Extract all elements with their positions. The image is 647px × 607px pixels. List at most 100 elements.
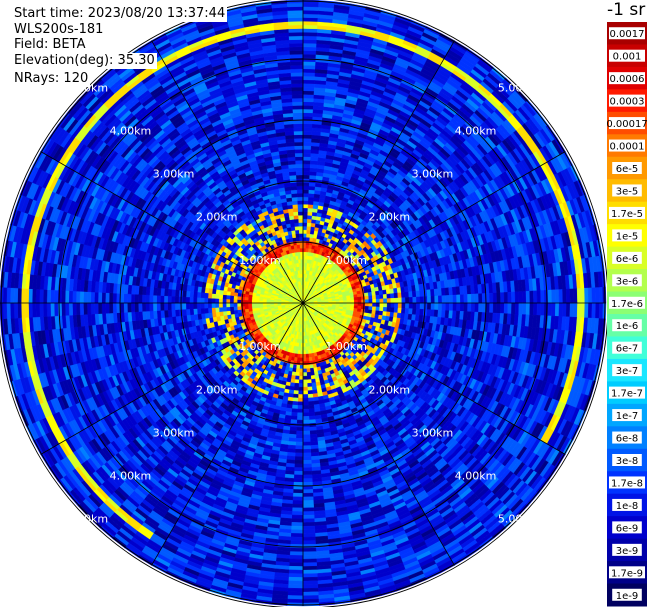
range-gate-cell	[302, 372, 308, 377]
range-gate-cell	[306, 375, 312, 380]
range-gate-cell	[525, 302, 531, 316]
backscatter-cells	[0, 0, 607, 607]
range-gate-cell	[302, 350, 306, 355]
range-gate-cell	[302, 9, 319, 15]
range-gate-cell	[364, 299, 370, 304]
range-gate-cell	[302, 189, 310, 194]
range-gate-cell	[302, 105, 314, 110]
range-gate-cell	[584, 302, 589, 319]
range-gate-cell	[302, 390, 308, 395]
range-gate-cell	[302, 72, 316, 77]
range-gate-cell	[302, 445, 311, 450]
range-gate-cell	[302, 361, 307, 366]
range-gate-cell	[302, 438, 311, 443]
range-gate-cell	[309, 364, 314, 369]
range-gate-cell	[302, 492, 314, 498]
range-gate-cell	[302, 13, 319, 19]
range-gate-cell	[307, 401, 314, 406]
range-gate-cell	[302, 236, 307, 242]
range-gate-cell	[342, 298, 348, 302]
range-gate-cell	[302, 551, 317, 556]
range-gate-cell	[496, 292, 501, 304]
range-gate-cell	[419, 290, 424, 298]
range-gate-cell	[372, 302, 377, 308]
range-gate-cell	[533, 302, 538, 316]
range-gate-cell	[430, 295, 435, 304]
range-gate-cell	[302, 507, 315, 512]
range-gate-cell	[302, 540, 316, 545]
range-gate-cell	[595, 302, 600, 319]
range-gate-cell	[307, 397, 314, 402]
range-gate-cell	[595, 287, 600, 304]
range-gate-cell	[307, 200, 314, 205]
range-gate-cell	[569, 288, 575, 304]
range-gate-cell	[302, 123, 313, 128]
range-gate-cell	[353, 299, 359, 304]
range-gate-cell	[350, 302, 355, 306]
range-gate-cell	[518, 291, 523, 304]
range-gate-cell	[302, 20, 318, 26]
range-gate-cell	[302, 500, 314, 505]
range-gate-cell	[554, 289, 560, 304]
range-gate-cell	[304, 342, 308, 348]
range-gate-cell	[375, 302, 381, 308]
range-gate-cell	[302, 448, 312, 454]
range-gate-cell	[379, 306, 384, 312]
range-gate-cell	[467, 293, 472, 304]
range-gate-cell	[302, 42, 317, 48]
range-gate-cell	[547, 289, 553, 304]
range-gate-cell	[448, 302, 454, 312]
range-gate-cell	[401, 307, 406, 314]
range-gate-cell	[302, 225, 308, 231]
range-gate-cell	[302, 591, 319, 597]
range-gate-cell	[540, 290, 545, 304]
range-gate-cell	[306, 371, 311, 377]
range-gate-cell	[423, 296, 428, 304]
range-gate-cell	[536, 302, 542, 316]
range-gate-cell	[302, 364, 307, 370]
range-gate-cell	[441, 295, 446, 304]
range-gate-cell	[302, 46, 317, 52]
range-gate-cell	[547, 302, 553, 317]
range-gate-cell	[302, 554, 317, 560]
range-gate-cell	[390, 307, 395, 313]
range-gate-cell	[474, 293, 479, 304]
range-gate-cell	[302, 218, 308, 223]
range-gate-cell	[302, 192, 309, 198]
range-gate-cell	[489, 292, 494, 304]
range-gate-cell	[302, 149, 312, 154]
range-gate-cell	[364, 302, 370, 307]
range-gate-cell	[302, 97, 314, 103]
range-gate-cell	[306, 226, 312, 231]
range-gate-cell	[591, 302, 597, 319]
range-gate-cell	[375, 306, 380, 312]
range-gate-cell	[302, 459, 312, 465]
range-gate-cell	[305, 346, 309, 351]
range-gate-cell	[379, 298, 384, 304]
range-gate-cell	[302, 152, 312, 158]
range-gate-cell	[397, 307, 402, 314]
range-gate-cell	[393, 292, 399, 299]
range-gate-cell	[529, 290, 534, 304]
range-gate-cell	[507, 291, 512, 304]
range-gate-cell	[302, 196, 309, 201]
range-gate-cell	[302, 427, 310, 432]
range-gate-cell	[353, 297, 359, 301]
range-gate-cell	[302, 522, 315, 527]
range-gate-cell	[445, 302, 450, 311]
range-gate-cell	[302, 467, 313, 472]
range-gate-cell	[302, 379, 308, 384]
range-gate-cell	[372, 298, 377, 304]
range-gate-cell	[300, 350, 304, 355]
range-gate-cell	[308, 193, 315, 198]
range-gate-cell	[306, 368, 311, 373]
range-gate-cell	[302, 565, 318, 571]
range-gate-cell	[308, 408, 315, 413]
range-gate-cell	[302, 518, 315, 523]
range-gate-cell	[302, 244, 307, 249]
range-gate-cell	[299, 364, 304, 370]
range-gate-cell	[302, 35, 318, 41]
range-gate-cell	[302, 569, 318, 575]
range-gate-cell	[302, 405, 309, 410]
range-gate-cell	[302, 39, 318, 44]
